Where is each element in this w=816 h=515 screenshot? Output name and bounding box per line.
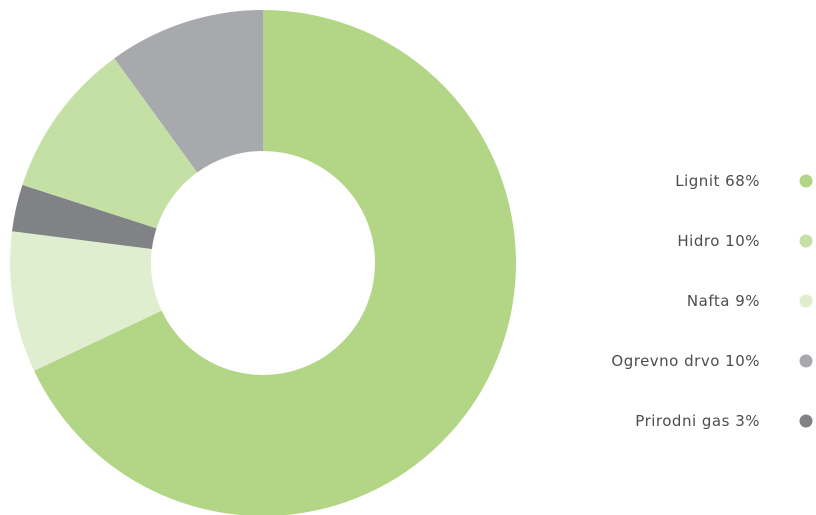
legend-name: Nafta — [687, 292, 730, 310]
legend-value: 68% — [725, 172, 760, 190]
donut-slice — [34, 10, 516, 515]
legend-label: Lignit 68% — [675, 172, 760, 190]
legend-swatch — [799, 174, 813, 188]
donut-slice — [22, 58, 198, 229]
legend-swatch — [799, 234, 813, 248]
legend-swatch — [799, 294, 813, 308]
legend-value: 3% — [735, 412, 760, 430]
legend-label: Hidro 10% — [677, 232, 760, 250]
legend-swatch — [799, 354, 813, 368]
legend-name: Hidro — [677, 232, 719, 250]
legend-value: 10% — [725, 232, 760, 250]
legend-swatch — [799, 414, 813, 428]
legend-value: 10% — [725, 352, 760, 370]
legend-label: Ogrevno drvo 10% — [611, 352, 760, 370]
legend-name: Lignit — [675, 172, 720, 190]
donut-slice — [9, 231, 162, 371]
donut-slice — [114, 9, 263, 173]
legend-label: Prirodni gas 3% — [635, 412, 760, 430]
legend-name: Ogrevno drvo — [611, 352, 719, 370]
legend-name: Prirodni gas — [635, 412, 730, 430]
legend-value: 9% — [735, 292, 760, 310]
donut-slice — [11, 184, 157, 249]
legend-label: Nafta 9% — [687, 292, 760, 310]
